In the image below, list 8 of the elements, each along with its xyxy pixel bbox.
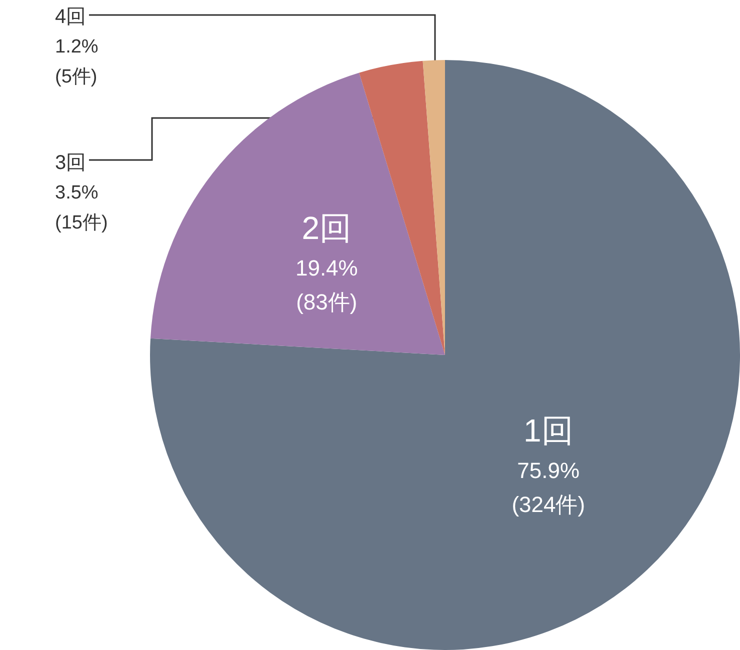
data-label: 75.9% (324件) [512, 458, 586, 517]
data-label: 1.2% (5件) [55, 36, 98, 88]
slice-label: 3回 [55, 152, 86, 174]
slice-label: 1回 [523, 412, 574, 448]
slice-label: 2回 [302, 210, 352, 246]
data-label: 3.5% (15件) [55, 182, 108, 234]
data-label: 19.4% (83件) [295, 256, 358, 315]
slice-label: 4回 [55, 6, 86, 28]
